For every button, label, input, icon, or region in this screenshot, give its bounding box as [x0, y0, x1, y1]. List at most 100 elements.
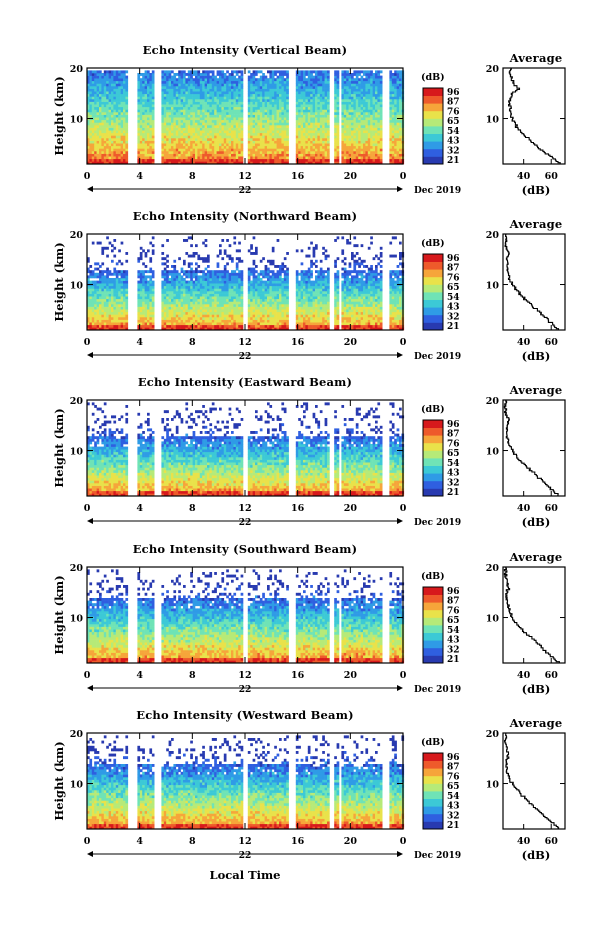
- heatmap-cell: [298, 88, 301, 92]
- heatmap-cell: [312, 130, 316, 134]
- heatmap-cell: [348, 153, 352, 157]
- heatmap-cell: [315, 75, 318, 79]
- heatmap-cell: [125, 293, 129, 297]
- heatmap-cell: [207, 119, 210, 123]
- heatmap-cell: [171, 317, 174, 320]
- heatmap-cell: [257, 148, 261, 152]
- heatmap-cell: [101, 91, 105, 95]
- heatmap-cell: [96, 311, 100, 315]
- heatmap-cell: [147, 143, 150, 147]
- heatmap-cell: [250, 140, 253, 144]
- heatmap-cell: [310, 78, 313, 82]
- heatmap-cell: [202, 80, 205, 84]
- heatmap-cell: [144, 119, 148, 123]
- heatmap-cell: [199, 119, 203, 123]
- heatmap-cell: [310, 88, 313, 92]
- heatmap-cell: [214, 93, 217, 97]
- heatmap-cell: [358, 112, 361, 115]
- heatmap-cell: [115, 101, 119, 105]
- heatmap-cell: [264, 101, 268, 105]
- heatmap-cell: [91, 314, 95, 318]
- heatmap-cell: [99, 322, 102, 326]
- heatmap-cell: [185, 252, 189, 255]
- heatmap-cell: [226, 83, 229, 87]
- heatmap-cell: [147, 158, 150, 162]
- heatmap-cell: [99, 265, 102, 268]
- heatmap-cell: [319, 96, 323, 100]
- heatmap-cell: [185, 125, 189, 128]
- heatmap-cell: [399, 75, 402, 79]
- heatmap-cell: [123, 272, 126, 276]
- heatmap-cell: [106, 119, 109, 123]
- heatmap-cell: [183, 93, 186, 97]
- heatmap-cell: [319, 83, 323, 87]
- heatmap-cell: [324, 132, 328, 136]
- heatmap-cell: [94, 275, 97, 279]
- heatmap-cell: [298, 101, 301, 105]
- heatmap-cell: [389, 109, 393, 113]
- heatmap-cell: [101, 270, 105, 274]
- heatmap-cell: [149, 322, 153, 326]
- heatmap-cell: [173, 145, 177, 149]
- heatmap-cell: [197, 106, 201, 110]
- heatmap-cell: [391, 114, 395, 118]
- heatmap-cell: [147, 125, 150, 128]
- heatmap-cell: [295, 96, 299, 100]
- heatmap-cell: [267, 101, 270, 105]
- heatmap-cell: [151, 91, 155, 95]
- heatmap-cell: [252, 109, 256, 113]
- heatmap-cell: [353, 70, 357, 74]
- heatmap-cell: [185, 311, 189, 315]
- heatmap-cell: [303, 109, 306, 113]
- heatmap-cell: [94, 280, 97, 284]
- heatmap-cell: [317, 130, 321, 134]
- heatmap-cell: [149, 80, 153, 84]
- heatmap-cell: [252, 80, 256, 84]
- heatmap-cell: [175, 73, 179, 76]
- heatmap-cell: [274, 143, 277, 147]
- heatmap-cell: [310, 130, 313, 134]
- heatmap-cell: [312, 112, 316, 115]
- heatmap-cell: [375, 78, 378, 82]
- heatmap-cell: [161, 301, 165, 305]
- heatmap-cell: [199, 127, 203, 131]
- heatmap-cell: [151, 322, 155, 326]
- heatmap-cell: [209, 91, 213, 95]
- heatmap-cell: [115, 88, 119, 92]
- heatmap-cell: [271, 140, 275, 144]
- heatmap-cell: [219, 135, 222, 139]
- heatmap-cell: [247, 158, 251, 162]
- heatmap-cell: [111, 93, 114, 97]
- heatmap-cell: [120, 280, 124, 284]
- heatmap-cell: [137, 130, 141, 134]
- heatmap-cell: [120, 99, 124, 102]
- heatmap-cell: [137, 275, 141, 279]
- heatmap-cell: [125, 270, 129, 274]
- heatmap-cell: [175, 275, 179, 279]
- heatmap-cell: [113, 140, 117, 144]
- heatmap-cell: [355, 88, 359, 92]
- heatmap-cell: [178, 75, 181, 79]
- heatmap-cell: [87, 135, 90, 139]
- heatmap-cell: [252, 151, 256, 154]
- heatmap-cell: [199, 88, 203, 92]
- heatmap-cell: [207, 138, 210, 141]
- heatmap-cell: [178, 132, 181, 136]
- heatmap-cell: [327, 91, 330, 95]
- heatmap-cell: [295, 101, 299, 105]
- heatmap-cell: [115, 301, 119, 305]
- heatmap-cell: [247, 70, 251, 74]
- heatmap-cell: [108, 112, 112, 115]
- heatmap-cell: [151, 161, 155, 165]
- heatmap-cell: [173, 91, 177, 95]
- heatmap-cell: [262, 143, 265, 147]
- heatmap-cell: [118, 91, 121, 95]
- heatmap-cell: [103, 278, 107, 281]
- heatmap-cell: [346, 158, 349, 162]
- heatmap-cell: [202, 125, 205, 128]
- heatmap-cell: [276, 143, 280, 147]
- heatmap-cell: [214, 88, 217, 92]
- heatmap-cell: [214, 135, 217, 139]
- heatmap-cell: [305, 158, 309, 162]
